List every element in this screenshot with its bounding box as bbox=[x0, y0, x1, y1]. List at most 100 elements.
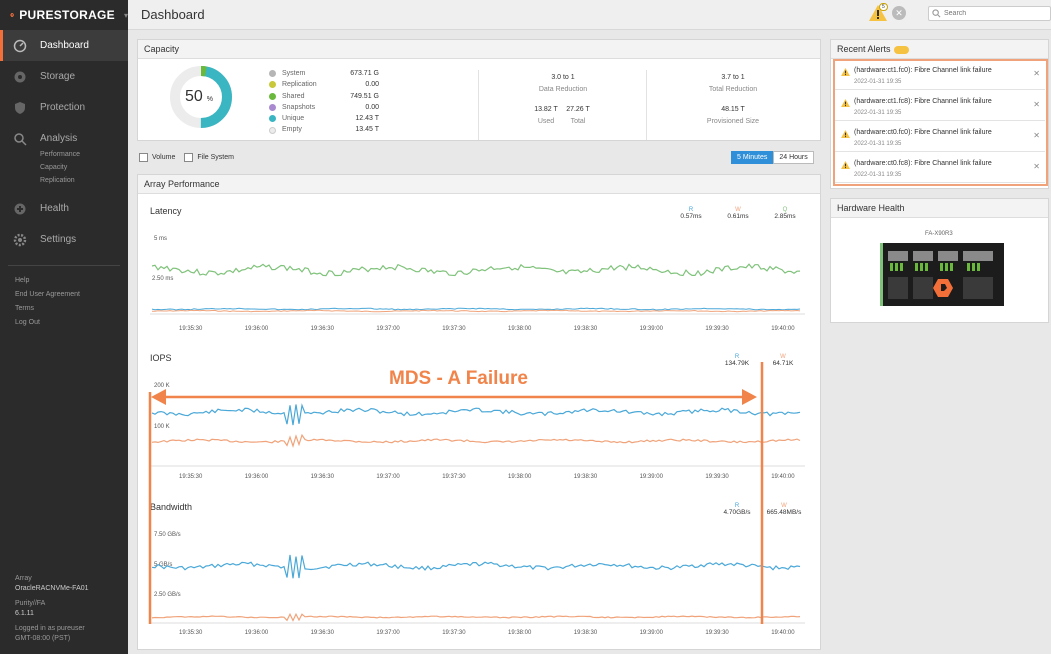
dismiss-alert-icon[interactable]: ✕ bbox=[1033, 100, 1040, 109]
sidebar-item-label: Health bbox=[40, 203, 69, 214]
latency-queue-metric: Q 2.85ms bbox=[774, 207, 796, 220]
iops-y-tick: 100 K bbox=[154, 424, 170, 430]
latency-x-tick: 19:37:30 bbox=[442, 326, 466, 332]
search-icon bbox=[932, 9, 941, 18]
dismiss-alert-icon[interactable]: ✕ bbox=[1033, 162, 1040, 171]
iops-chart-title: IOPS bbox=[150, 353, 172, 363]
brand-logo[interactable]: PURESTORAGE ▾ bbox=[0, 0, 128, 30]
sidebar-item-analysis[interactable]: Analysis bbox=[0, 123, 128, 154]
volume-checkbox[interactable]: Volume bbox=[139, 153, 175, 162]
capacity-legend-row: Empty 13.45 T bbox=[269, 124, 379, 135]
hardware-health-title: Hardware Health bbox=[831, 199, 1048, 218]
capacity-legend-row: Replication 0.00 bbox=[269, 79, 379, 90]
warning-icon bbox=[841, 68, 850, 76]
data-reduction-stat: 3.0 to 1 Data Reduction bbox=[538, 74, 588, 93]
iops-read-line bbox=[151, 403, 801, 426]
sidebar-item-dashboard[interactable]: Dashboard bbox=[0, 30, 128, 61]
capacity-divider bbox=[478, 70, 479, 140]
range-24-hours-button[interactable]: 24 Hours bbox=[773, 151, 814, 164]
bandwidth-x-tick: 19:35:30 bbox=[179, 630, 203, 636]
alert-timestamp: 2022-01-31 19:35 bbox=[854, 79, 902, 85]
terms-link[interactable]: Terms bbox=[15, 305, 35, 312]
latency-x-tick: 19:36:00 bbox=[244, 326, 269, 332]
latency-x-tick: 19:38:00 bbox=[508, 326, 532, 332]
bandwidth-y-tick: 7.50 GB/s bbox=[154, 532, 181, 538]
latency-x-tick: 19:36:30 bbox=[310, 326, 334, 332]
eula-link[interactable]: End User Agreement bbox=[15, 291, 80, 298]
magnifier-icon bbox=[14, 132, 27, 146]
arrow-left-head bbox=[151, 389, 166, 405]
sidebar-item-label: Dashboard bbox=[40, 40, 89, 51]
close-icon[interactable]: ✕ bbox=[892, 6, 906, 20]
legend-label: Shared bbox=[282, 92, 305, 100]
bandwidth-y-tick: 2.50 GB/s bbox=[154, 592, 181, 598]
dashboard-icon bbox=[13, 39, 27, 52]
chevron-down-icon[interactable]: ▾ bbox=[123, 10, 128, 20]
capacity-divider bbox=[646, 70, 647, 140]
iops-x-tick: 19:37:30 bbox=[442, 474, 466, 480]
checkbox-box[interactable] bbox=[139, 153, 148, 162]
total-stat: 27.26 T Total bbox=[566, 106, 590, 125]
bandwidth-x-tick: 19:38:30 bbox=[573, 630, 598, 636]
bandwidth-x-tick: 19:39:00 bbox=[639, 630, 663, 636]
provisioned-stat: 48.15 T Provisioned Size bbox=[706, 106, 760, 125]
latency-queue-line bbox=[151, 263, 801, 277]
iops-y-tick: 200 K bbox=[154, 383, 170, 389]
search-input[interactable] bbox=[928, 6, 1051, 21]
legend-label: Snapshots bbox=[282, 103, 316, 111]
array-info: Array OracleRACNVMe-FA01 Purity//FA 6.1.… bbox=[15, 574, 89, 644]
subnav-capacity[interactable]: Capacity bbox=[40, 164, 68, 171]
latency-write-metric: W 0.61ms bbox=[727, 207, 749, 220]
file-system-checkbox[interactable]: File System bbox=[184, 153, 234, 162]
iops-write-metric: W 64.71K bbox=[772, 354, 794, 367]
iops-x-tick: 19:40:00 bbox=[771, 474, 795, 480]
latency-x-tick: 19:39:30 bbox=[705, 326, 729, 332]
dismiss-alert-icon[interactable]: ✕ bbox=[1033, 69, 1040, 78]
legend-value: 673.71 G bbox=[350, 70, 379, 77]
sidebar-item-protection[interactable]: Protection bbox=[0, 92, 128, 123]
brand-name: PURESTORAGE bbox=[19, 8, 115, 22]
total-reduction-stat: 3.7 to 1 Total Reduction bbox=[708, 74, 758, 93]
bandwidth-x-tick: 19:37:00 bbox=[376, 630, 400, 636]
alert-item[interactable]: (hardware:ct1.fc0): Fibre Channel link f… bbox=[835, 62, 1045, 90]
subnav-replication[interactable]: Replication bbox=[40, 177, 75, 184]
alert-item[interactable]: (hardware:ct0.fc8): Fibre Channel link f… bbox=[835, 155, 1045, 183]
bandwidth-write-metric: W 665.48MB/s bbox=[766, 503, 802, 516]
bandwidth-write-line bbox=[151, 612, 801, 622]
checkbox-label: File System bbox=[197, 154, 234, 161]
analysis-subnav: Performance Capacity Replication bbox=[0, 148, 128, 187]
latency-y-tick: 5 ms bbox=[154, 236, 168, 242]
latency-write-line bbox=[152, 309, 801, 313]
iops-x-tick: 19:38:00 bbox=[508, 474, 532, 480]
checkbox-box[interactable] bbox=[184, 153, 194, 162]
sidebar-item-label: Protection bbox=[40, 102, 86, 113]
legend-label: System bbox=[282, 70, 306, 77]
capacity-legend-row: System 673.71 G bbox=[269, 68, 379, 79]
help-link[interactable]: Help bbox=[15, 277, 30, 284]
sidebar-item-storage[interactable]: Storage bbox=[0, 61, 128, 92]
warning-icon bbox=[841, 161, 850, 169]
subnav-performance[interactable]: Performance bbox=[40, 151, 81, 158]
alert-warning-icon[interactable] bbox=[868, 4, 888, 22]
logout-link[interactable]: Log Out bbox=[15, 319, 40, 326]
sidebar-item-label: Storage bbox=[40, 71, 76, 82]
bandwidth-chart-title: Bandwidth bbox=[150, 502, 193, 512]
alert-timestamp: 2022-01-31 19:35 bbox=[854, 172, 902, 178]
alert-timestamp: 2022-01-31 19:35 bbox=[854, 110, 902, 116]
range-5-minutes-button[interactable]: 5 Minutes bbox=[731, 151, 774, 164]
pure-logo-icon bbox=[10, 13, 15, 17]
legend-label: Unique bbox=[282, 115, 305, 123]
legend-swatch bbox=[269, 104, 276, 112]
alert-item[interactable]: (hardware:ct0.fc0): Fibre Channel link f… bbox=[835, 124, 1045, 152]
alert-item[interactable]: (hardware:ct1.fc8): Fibre Channel link f… bbox=[835, 93, 1045, 121]
sidebar-item-settings[interactable]: Settings bbox=[0, 224, 128, 255]
sidebar-item-health[interactable]: Health bbox=[0, 193, 128, 224]
array-chassis-image[interactable] bbox=[880, 243, 1004, 306]
alerts-highlight-box bbox=[833, 59, 1048, 186]
sidebar-item-label: Analysis bbox=[40, 133, 78, 144]
bandwidth-x-tick: 19:40:00 bbox=[771, 630, 795, 636]
iops-read-metric: R 134.79K bbox=[724, 354, 750, 367]
dismiss-alert-icon[interactable]: ✕ bbox=[1033, 131, 1040, 140]
iops-x-tick: 19:36:00 bbox=[244, 474, 269, 480]
iops-x-tick: 19:39:00 bbox=[639, 474, 663, 480]
